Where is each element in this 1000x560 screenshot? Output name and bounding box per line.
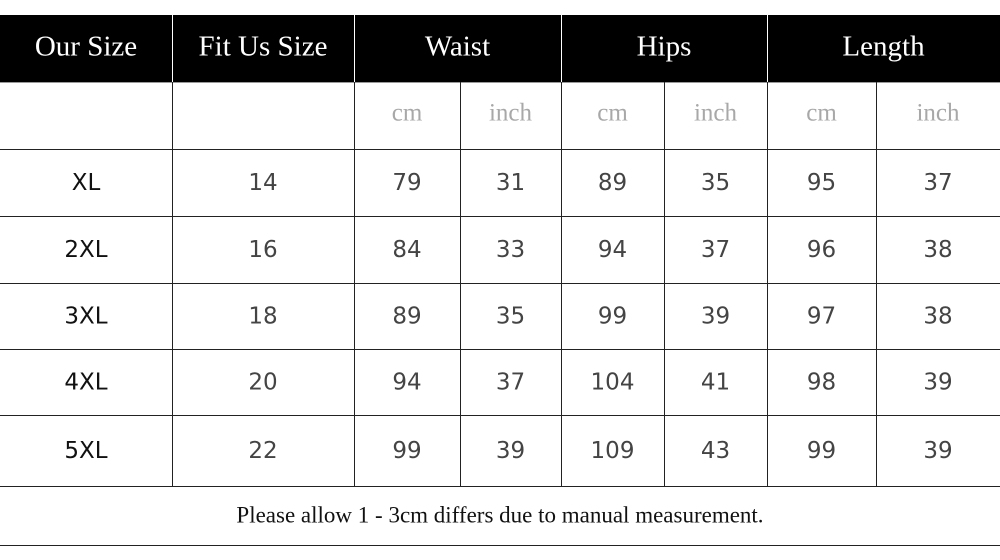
value-cell: 109 — [591, 438, 635, 464]
value-cell: 33 — [496, 237, 525, 263]
value-cell: 37 — [923, 170, 952, 196]
unit-label: cm — [597, 100, 628, 127]
value-cell: 96 — [807, 237, 836, 263]
unit-label: inch — [694, 100, 738, 127]
value-cell: 14 — [248, 170, 277, 196]
size-cell: 2XL — [64, 237, 107, 263]
value-cell: 94 — [392, 370, 421, 396]
header-cell: Hips — [637, 31, 692, 63]
value-cell: 84 — [392, 237, 421, 263]
value-cell: 79 — [392, 170, 421, 196]
value-cell: 95 — [807, 170, 836, 196]
value-cell: 41 — [701, 370, 730, 396]
value-cell: 16 — [248, 237, 277, 263]
value-cell: 89 — [598, 170, 627, 196]
value-cell: 99 — [392, 438, 421, 464]
size-cell: 4XL — [64, 370, 107, 396]
header-cell: Our Size — [35, 31, 137, 63]
value-cell: 35 — [701, 170, 730, 196]
size-cell: 3XL — [64, 304, 107, 330]
value-cell: 38 — [923, 237, 952, 263]
value-cell: 39 — [923, 370, 952, 396]
unit-label: cm — [806, 100, 837, 127]
note: Please allow 1 - 3cm differs due to manu… — [236, 502, 763, 527]
value-cell: 43 — [701, 438, 730, 464]
unit-label: inch — [489, 100, 533, 127]
value-cell: 18 — [248, 304, 277, 330]
unit-label: cm — [392, 100, 423, 127]
unit-label: inch — [916, 100, 960, 127]
value-cell: 89 — [392, 304, 421, 330]
value-cell: 39 — [496, 438, 525, 464]
header-cell: Fit Us Size — [199, 31, 328, 63]
value-cell: 38 — [923, 304, 952, 330]
value-cell: 20 — [248, 370, 277, 396]
value-cell: 31 — [496, 170, 525, 196]
value-cell: 97 — [807, 304, 836, 330]
size-cell: XL — [72, 170, 101, 196]
value-cell: 99 — [598, 304, 627, 330]
header-cell: Length — [842, 31, 925, 63]
value-cell: 98 — [807, 370, 836, 396]
header-band — [0, 15, 1000, 82]
value-cell: 37 — [496, 370, 525, 396]
value-cell: 99 — [807, 438, 836, 464]
value-cell: 37 — [701, 237, 730, 263]
value-cell: 39 — [923, 438, 952, 464]
value-cell: 39 — [701, 304, 730, 330]
size-cell: 5XL — [64, 438, 107, 464]
value-cell: 22 — [248, 438, 277, 464]
value-cell: 104 — [591, 370, 635, 396]
value-cell: 35 — [496, 304, 525, 330]
header-cell: Waist — [425, 31, 490, 63]
value-cell: 94 — [598, 237, 627, 263]
